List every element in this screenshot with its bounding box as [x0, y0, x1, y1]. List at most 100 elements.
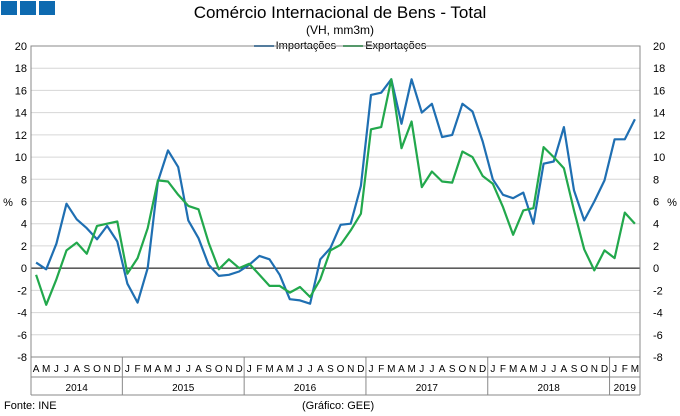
plot-border: [30, 45, 641, 358]
series-line-importacoes: [35, 78, 636, 305]
source-note: Fonte: INE: [4, 400, 57, 412]
x-tick-label-month: A: [398, 364, 405, 375]
x-tick-label-month: J: [247, 364, 252, 375]
x-tick-label-month: J: [369, 364, 374, 375]
y-tick-label-right: -6: [653, 330, 663, 342]
y-tick-label-right: -8: [653, 352, 663, 364]
series-line-exportacoes: [35, 78, 636, 306]
x-tick-label-month: O: [580, 364, 588, 375]
y-tick-label-right: 10: [653, 152, 665, 164]
y-tick-label-left: 10: [15, 152, 27, 164]
x-tick-label-year: 2019: [614, 383, 637, 394]
y-tick-label-right: 20: [653, 41, 665, 53]
x-tick-label-year: 2014: [66, 383, 89, 394]
x-tick-label-month: F: [622, 364, 628, 375]
y-tick-label-right: 8: [653, 174, 659, 186]
x-tick-label-month: O: [458, 364, 466, 375]
y-tick-label-left: 2: [21, 241, 27, 253]
x-tick-label-month: A: [439, 364, 446, 375]
x-tick-label-month: A: [73, 364, 80, 375]
x-tick-label-month: J: [490, 364, 495, 375]
x-tick-label-month: M: [387, 364, 395, 375]
x-tick-label-month: D: [479, 364, 486, 375]
ine-logo-icon: [20, 1, 36, 15]
y-axis-label-right: %: [667, 197, 677, 209]
x-tick-label-month: N: [469, 364, 476, 375]
credit-note: (Gráfico: GEE): [302, 400, 375, 412]
x-tick-label-month: D: [357, 364, 364, 375]
x-tick-label-year: 2016: [294, 383, 317, 394]
y-tick-label-right: -4: [653, 308, 663, 320]
x-tick-label-month: N: [591, 364, 598, 375]
x-tick-label-month: J: [612, 364, 617, 375]
x-tick-label-month: J: [541, 364, 546, 375]
x-tick-label-month: A: [33, 364, 40, 375]
y-tick-label-left: 6: [21, 197, 27, 209]
x-tick-label-month: A: [276, 364, 283, 375]
x-tick-label-month: M: [164, 364, 172, 375]
x-tick-label-month: S: [327, 364, 334, 375]
x-tick-label-month: J: [54, 364, 59, 375]
x-tick-label-month: F: [135, 364, 141, 375]
y-tick-label-right: -2: [653, 285, 663, 297]
x-tick-label-month: S: [205, 364, 212, 375]
x-tick-label-month: N: [225, 364, 232, 375]
x-tick-label-month: M: [509, 364, 517, 375]
x-tick-label-month: D: [235, 364, 242, 375]
x-tick-label-month: J: [429, 364, 434, 375]
y-tick-label-left: 18: [15, 63, 27, 75]
x-tick-label-month: M: [265, 364, 273, 375]
y-tick-label-left: -4: [17, 308, 27, 320]
y-tick-label-left: 0: [21, 263, 27, 275]
x-tick-label-year: 2017: [416, 383, 439, 394]
x-tick-label-month: J: [64, 364, 69, 375]
x-tick-label-month: A: [520, 364, 527, 375]
x-tick-label-month: A: [195, 364, 202, 375]
x-tick-label-month: N: [104, 364, 111, 375]
x-tick-label-month: O: [337, 364, 345, 375]
x-tick-label-year: 2015: [172, 383, 195, 394]
y-tick-label-right: 18: [653, 63, 665, 75]
y-tick-label-left: -2: [17, 285, 27, 297]
x-tick-label-month: S: [571, 364, 578, 375]
y-tick-label-left: 4: [21, 219, 27, 231]
x-tick-label-month: O: [93, 364, 101, 375]
chart-subtitle: (VH, mm3m): [306, 23, 374, 37]
x-tick-label-month: M: [529, 364, 537, 375]
x-tick-label-month: F: [256, 364, 262, 375]
x-tick-label-month: O: [215, 364, 223, 375]
x-tick-label-month: A: [155, 364, 162, 375]
x-tick-label-month: J: [308, 364, 313, 375]
y-tick-label-left: -8: [17, 352, 27, 364]
y-tick-label-left: 14: [15, 108, 27, 120]
ine-logo-icon: [39, 1, 55, 15]
y-tick-label-right: 0: [653, 263, 659, 275]
x-tick-label-month: J: [297, 364, 302, 375]
y-tick-label-left: 20: [15, 41, 27, 53]
y-tick-label-right: 2: [653, 241, 659, 253]
y-tick-label-right: 6: [653, 197, 659, 209]
y-tick-label-left: 12: [15, 130, 27, 142]
y-tick-label-left: -6: [17, 330, 27, 342]
y-axis-label-left: %: [3, 197, 13, 209]
x-tick-label-month: J: [551, 364, 556, 375]
x-tick-label-month: J: [125, 364, 130, 375]
y-tick-label-left: 8: [21, 174, 27, 186]
x-tick-label-month: M: [286, 364, 294, 375]
x-tick-label-month: F: [378, 364, 384, 375]
x-tick-label-month: J: [419, 364, 424, 375]
ine-logo-icon: [1, 1, 17, 15]
x-tick-label-month: D: [601, 364, 608, 375]
x-tick-label-month: M: [407, 364, 415, 375]
x-tick-label-month: N: [347, 364, 354, 375]
x-tick-label-month: D: [114, 364, 121, 375]
x-tick-label-month: M: [144, 364, 152, 375]
y-tick-label-right: 12: [653, 130, 665, 142]
y-tick-label-right: 16: [653, 85, 665, 97]
chart-title: Comércio Internacional de Bens - Total: [193, 3, 487, 22]
x-tick-label-month: S: [83, 364, 90, 375]
x-tick-label-month: J: [176, 364, 181, 375]
x-tick-label-month: M: [631, 364, 639, 375]
x-tick-label-year: 2018: [538, 383, 561, 394]
